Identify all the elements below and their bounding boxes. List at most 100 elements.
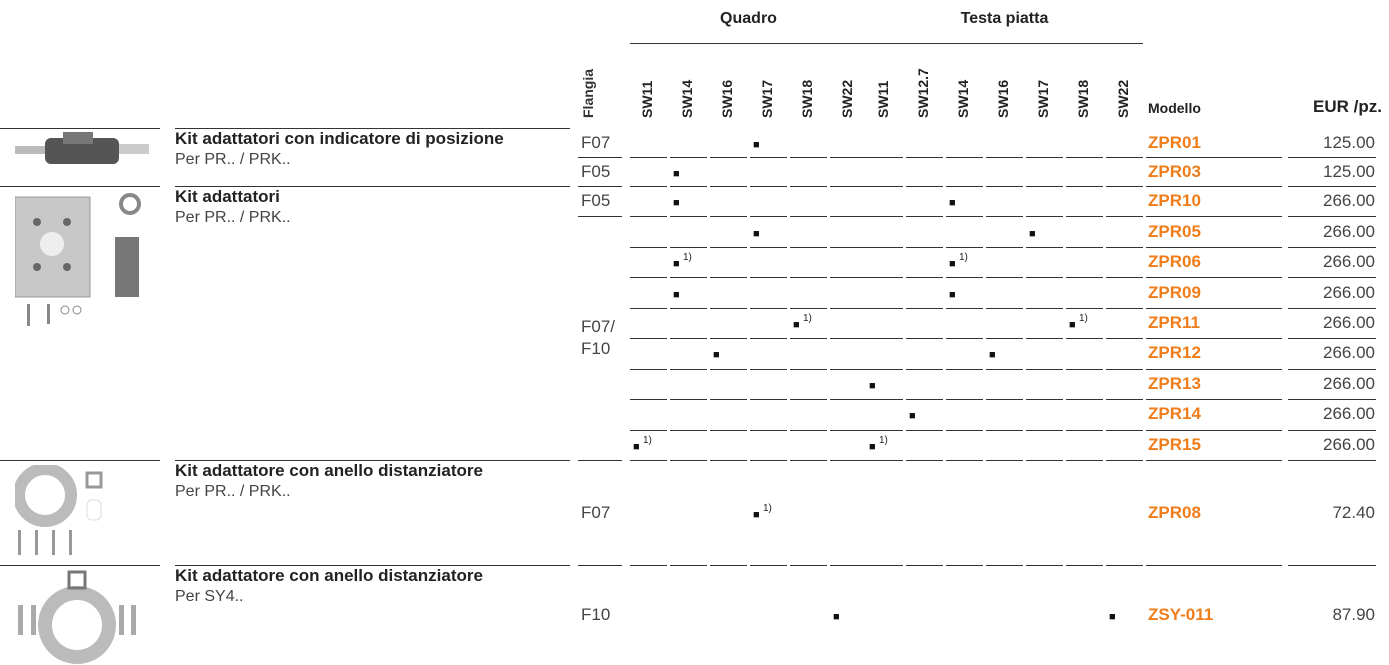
rule xyxy=(1146,186,1282,187)
column-header: SW22 xyxy=(1115,79,1131,118)
column-header: SW18 xyxy=(799,79,815,118)
rule xyxy=(866,429,903,431)
rule xyxy=(670,429,707,431)
column-header: EUR /pz. xyxy=(1313,97,1382,116)
column-header: SW17 xyxy=(1035,79,1051,118)
mark: ■ xyxy=(753,227,760,240)
rule xyxy=(906,429,943,431)
rule xyxy=(986,307,1023,309)
rule xyxy=(1106,460,1143,461)
price: 266.00 xyxy=(1323,282,1375,302)
rule xyxy=(1106,157,1143,158)
mark: ■ xyxy=(633,440,640,453)
rule xyxy=(1146,399,1282,401)
mark: ■ xyxy=(1069,319,1076,331)
flange: F07 xyxy=(581,502,611,522)
rule xyxy=(830,246,867,248)
rule xyxy=(790,246,827,248)
model: ZPR10 xyxy=(1148,191,1201,211)
rule xyxy=(1066,368,1103,370)
footnote: 1) xyxy=(643,434,652,446)
model: ZPR01 xyxy=(1148,132,1201,152)
rule xyxy=(630,565,667,566)
rule xyxy=(830,157,867,158)
rule xyxy=(1026,429,1063,431)
rule xyxy=(710,216,747,218)
product-title: Kit adattatore con anello distanziatore xyxy=(175,461,483,480)
rule xyxy=(1026,216,1063,218)
product-image xyxy=(15,465,103,555)
model: ZPR08 xyxy=(1148,502,1201,522)
rule xyxy=(630,216,667,218)
rule xyxy=(578,460,622,461)
column-header: Flangia xyxy=(580,68,596,118)
rule xyxy=(710,368,747,370)
footnote: 1) xyxy=(683,252,692,264)
group-header: Testa piatta xyxy=(960,10,1049,27)
rule xyxy=(986,565,1023,566)
product-image xyxy=(18,570,136,664)
rule xyxy=(1146,157,1282,158)
rule xyxy=(906,368,943,370)
price: 266.00 xyxy=(1323,434,1375,454)
rule xyxy=(1026,277,1063,279)
rule xyxy=(946,399,983,401)
rule xyxy=(670,186,707,187)
rule xyxy=(578,186,622,187)
rule xyxy=(710,307,747,309)
rule xyxy=(630,368,667,370)
rule xyxy=(710,277,747,279)
mark: ■ xyxy=(869,440,876,453)
footnote: 1) xyxy=(763,502,772,514)
rule xyxy=(630,429,667,431)
rule xyxy=(1106,246,1143,248)
rule xyxy=(946,277,983,279)
product-image xyxy=(15,132,149,164)
price: 266.00 xyxy=(1323,343,1375,363)
rule xyxy=(986,157,1023,158)
rule xyxy=(670,565,707,566)
rule xyxy=(866,157,903,158)
rule xyxy=(670,246,707,248)
rule xyxy=(710,460,747,461)
model: ZPR03 xyxy=(1148,161,1201,181)
rule xyxy=(1066,216,1103,218)
mark: ■ xyxy=(949,197,956,210)
model: ZPR05 xyxy=(1148,221,1201,241)
rule xyxy=(1026,565,1063,566)
rule xyxy=(1106,186,1143,187)
rule xyxy=(986,186,1023,187)
rule xyxy=(750,246,787,248)
rule xyxy=(946,216,983,218)
price: 266.00 xyxy=(1323,191,1375,211)
rule xyxy=(630,43,867,44)
group-header: Quadro xyxy=(720,10,777,27)
rule xyxy=(578,565,622,566)
price: 87.90 xyxy=(1332,605,1375,624)
product-subtitle: Per PR.. / PRK.. xyxy=(175,209,291,226)
rule xyxy=(670,277,707,279)
column-header: SW14 xyxy=(955,79,971,118)
rule xyxy=(830,338,867,340)
product-subtitle: Per PR.. / PRK.. xyxy=(175,483,291,500)
rule xyxy=(750,157,787,158)
rule xyxy=(906,246,943,248)
rule xyxy=(1106,307,1143,309)
rule xyxy=(906,216,943,218)
rule xyxy=(1288,216,1376,218)
rule xyxy=(790,399,827,401)
column-header: SW16 xyxy=(719,79,735,118)
rule xyxy=(986,277,1023,279)
rule xyxy=(1106,277,1143,279)
rule xyxy=(1106,216,1143,218)
rule xyxy=(750,338,787,340)
price: 266.00 xyxy=(1323,313,1375,332)
rule xyxy=(1066,399,1103,401)
model: ZSY-011 xyxy=(1148,605,1214,624)
rule xyxy=(946,157,983,158)
product-subtitle: Per SY4.. xyxy=(175,588,244,605)
rule xyxy=(866,246,903,248)
rule xyxy=(1026,186,1063,187)
rule xyxy=(866,186,903,187)
rule xyxy=(946,429,983,431)
